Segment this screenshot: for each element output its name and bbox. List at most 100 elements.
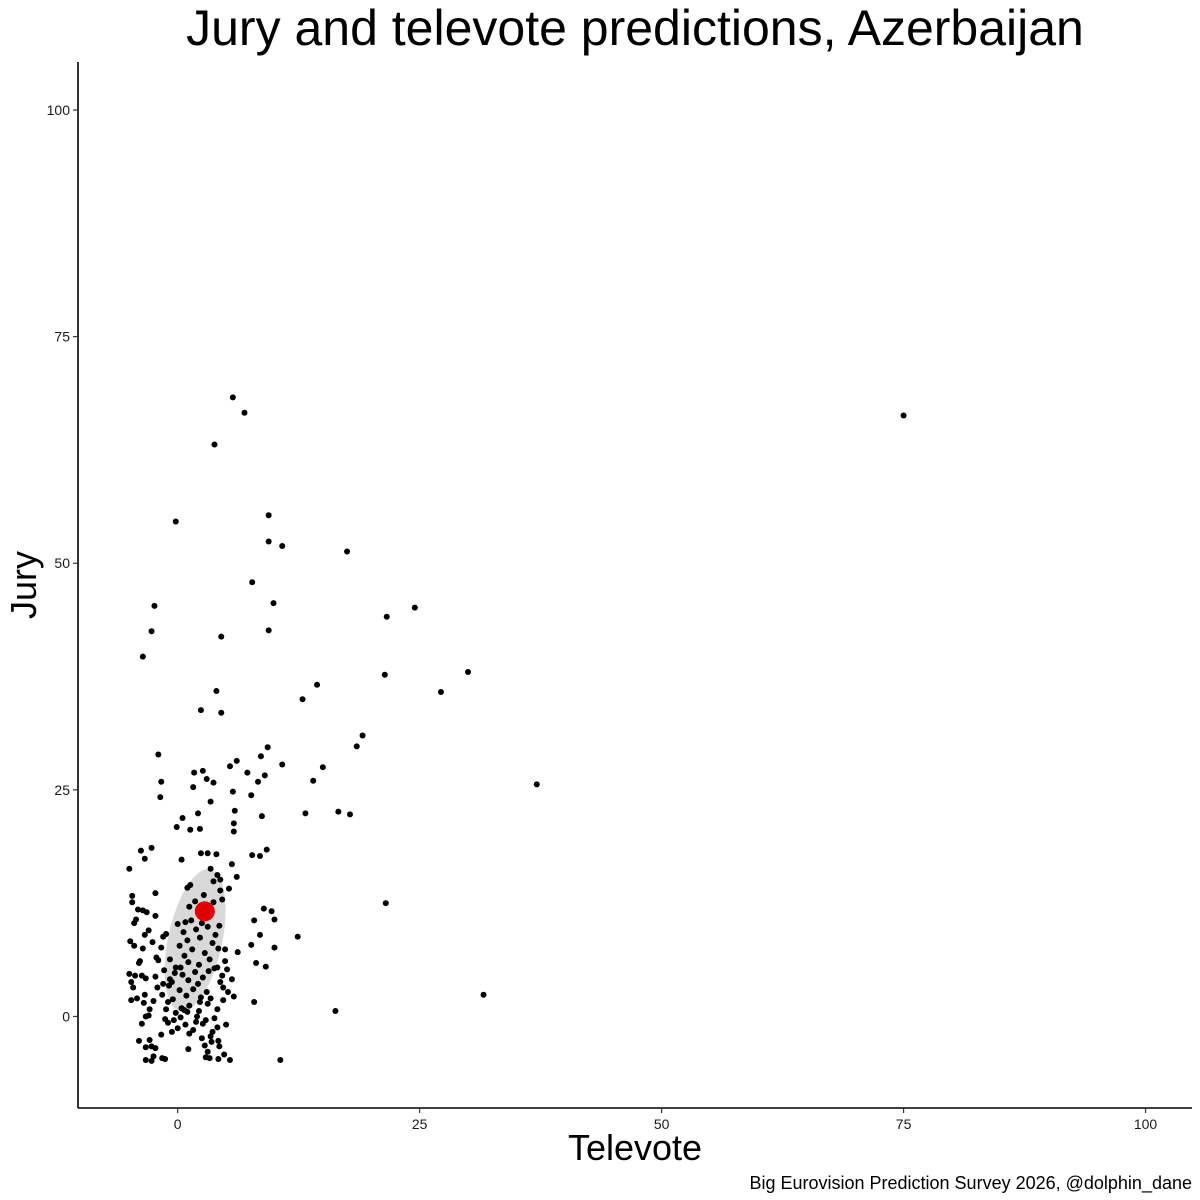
data-point [127,938,134,945]
data-point [199,1020,206,1027]
data-point [900,412,907,419]
data-point [220,997,227,1004]
data-point [207,995,214,1002]
data-point [207,1033,214,1040]
data-point [178,856,185,863]
data-point [196,934,203,941]
data-point [176,942,183,949]
data-point [139,945,146,952]
data-point [201,950,208,957]
data-point [271,916,278,923]
data-point [314,681,321,688]
data-point [146,1006,153,1013]
data-point [159,1055,166,1062]
data-point [224,966,231,973]
data-point [257,753,264,760]
data-point [152,973,159,980]
data-point [216,1043,223,1050]
data-point [270,600,277,607]
data-point [215,1056,222,1063]
data-point [271,944,278,951]
data-point [170,1017,177,1024]
data-point [201,1042,208,1049]
data-point [157,794,164,801]
data-point [251,917,258,924]
data-point [229,788,236,795]
data-point [310,777,317,784]
data-point [135,959,142,966]
data-point [131,920,138,927]
data-point [141,855,148,862]
data-point [200,891,207,898]
data-point [137,847,144,854]
data-point [221,1051,228,1058]
data-point [214,1006,221,1013]
data-point [346,811,353,818]
data-point [195,1008,202,1015]
data-point [138,1020,145,1027]
data-point [176,987,183,994]
data-point [194,1013,201,1020]
data-point [205,968,212,975]
data-point [152,890,159,897]
data-point [319,764,326,771]
data-point [130,984,137,991]
data-point [179,814,186,821]
x-axis-title: Televote [568,1127,702,1168]
data-point [302,810,309,817]
x-tick-label: 75 [896,1116,912,1132]
data-point [214,872,221,879]
data-point [213,851,220,858]
data-point [533,781,540,788]
data-point [230,993,237,1000]
data-point [265,512,272,519]
data-point [228,861,235,868]
data-point [188,917,195,924]
data-point [299,696,306,703]
data-point [210,878,217,885]
x-tick-label: 25 [412,1116,428,1132]
data-point [192,898,199,905]
data-point [213,688,220,695]
highlight-point [194,901,215,922]
data-point [228,976,235,983]
data-point [134,995,141,1002]
data-point [186,903,193,910]
data-point [142,975,149,982]
data-point [148,844,155,851]
data-point [174,1025,181,1032]
data-point [214,964,221,971]
data-point [180,929,187,936]
data-point [335,808,342,815]
y-tick-label: 0 [62,1008,70,1024]
data-point [204,850,211,857]
data-point [332,1008,339,1015]
data-point [206,956,213,963]
data-point [135,1037,142,1044]
data-point [131,942,138,949]
y-tick-label: 75 [54,329,70,345]
data-point [231,807,238,814]
data-point [182,1021,189,1028]
data-point [166,976,173,983]
data-point [174,920,181,927]
data-point [210,779,217,786]
data-point [214,1024,221,1031]
data-point [208,1038,215,1045]
data-point [256,931,263,938]
data-point [195,980,202,987]
data-point [209,940,216,947]
data-point [177,1014,184,1021]
data-point [146,1037,153,1044]
data-point [248,792,255,799]
data-point [165,1019,172,1026]
data-point [184,884,191,891]
data-point [161,967,168,974]
data-point [169,996,176,1003]
data-point [256,853,263,860]
data-point [142,1013,149,1020]
data-point [187,826,194,833]
chart-title: Jury and televote predictions, Azerbaija… [186,0,1084,56]
data-point [211,441,218,448]
